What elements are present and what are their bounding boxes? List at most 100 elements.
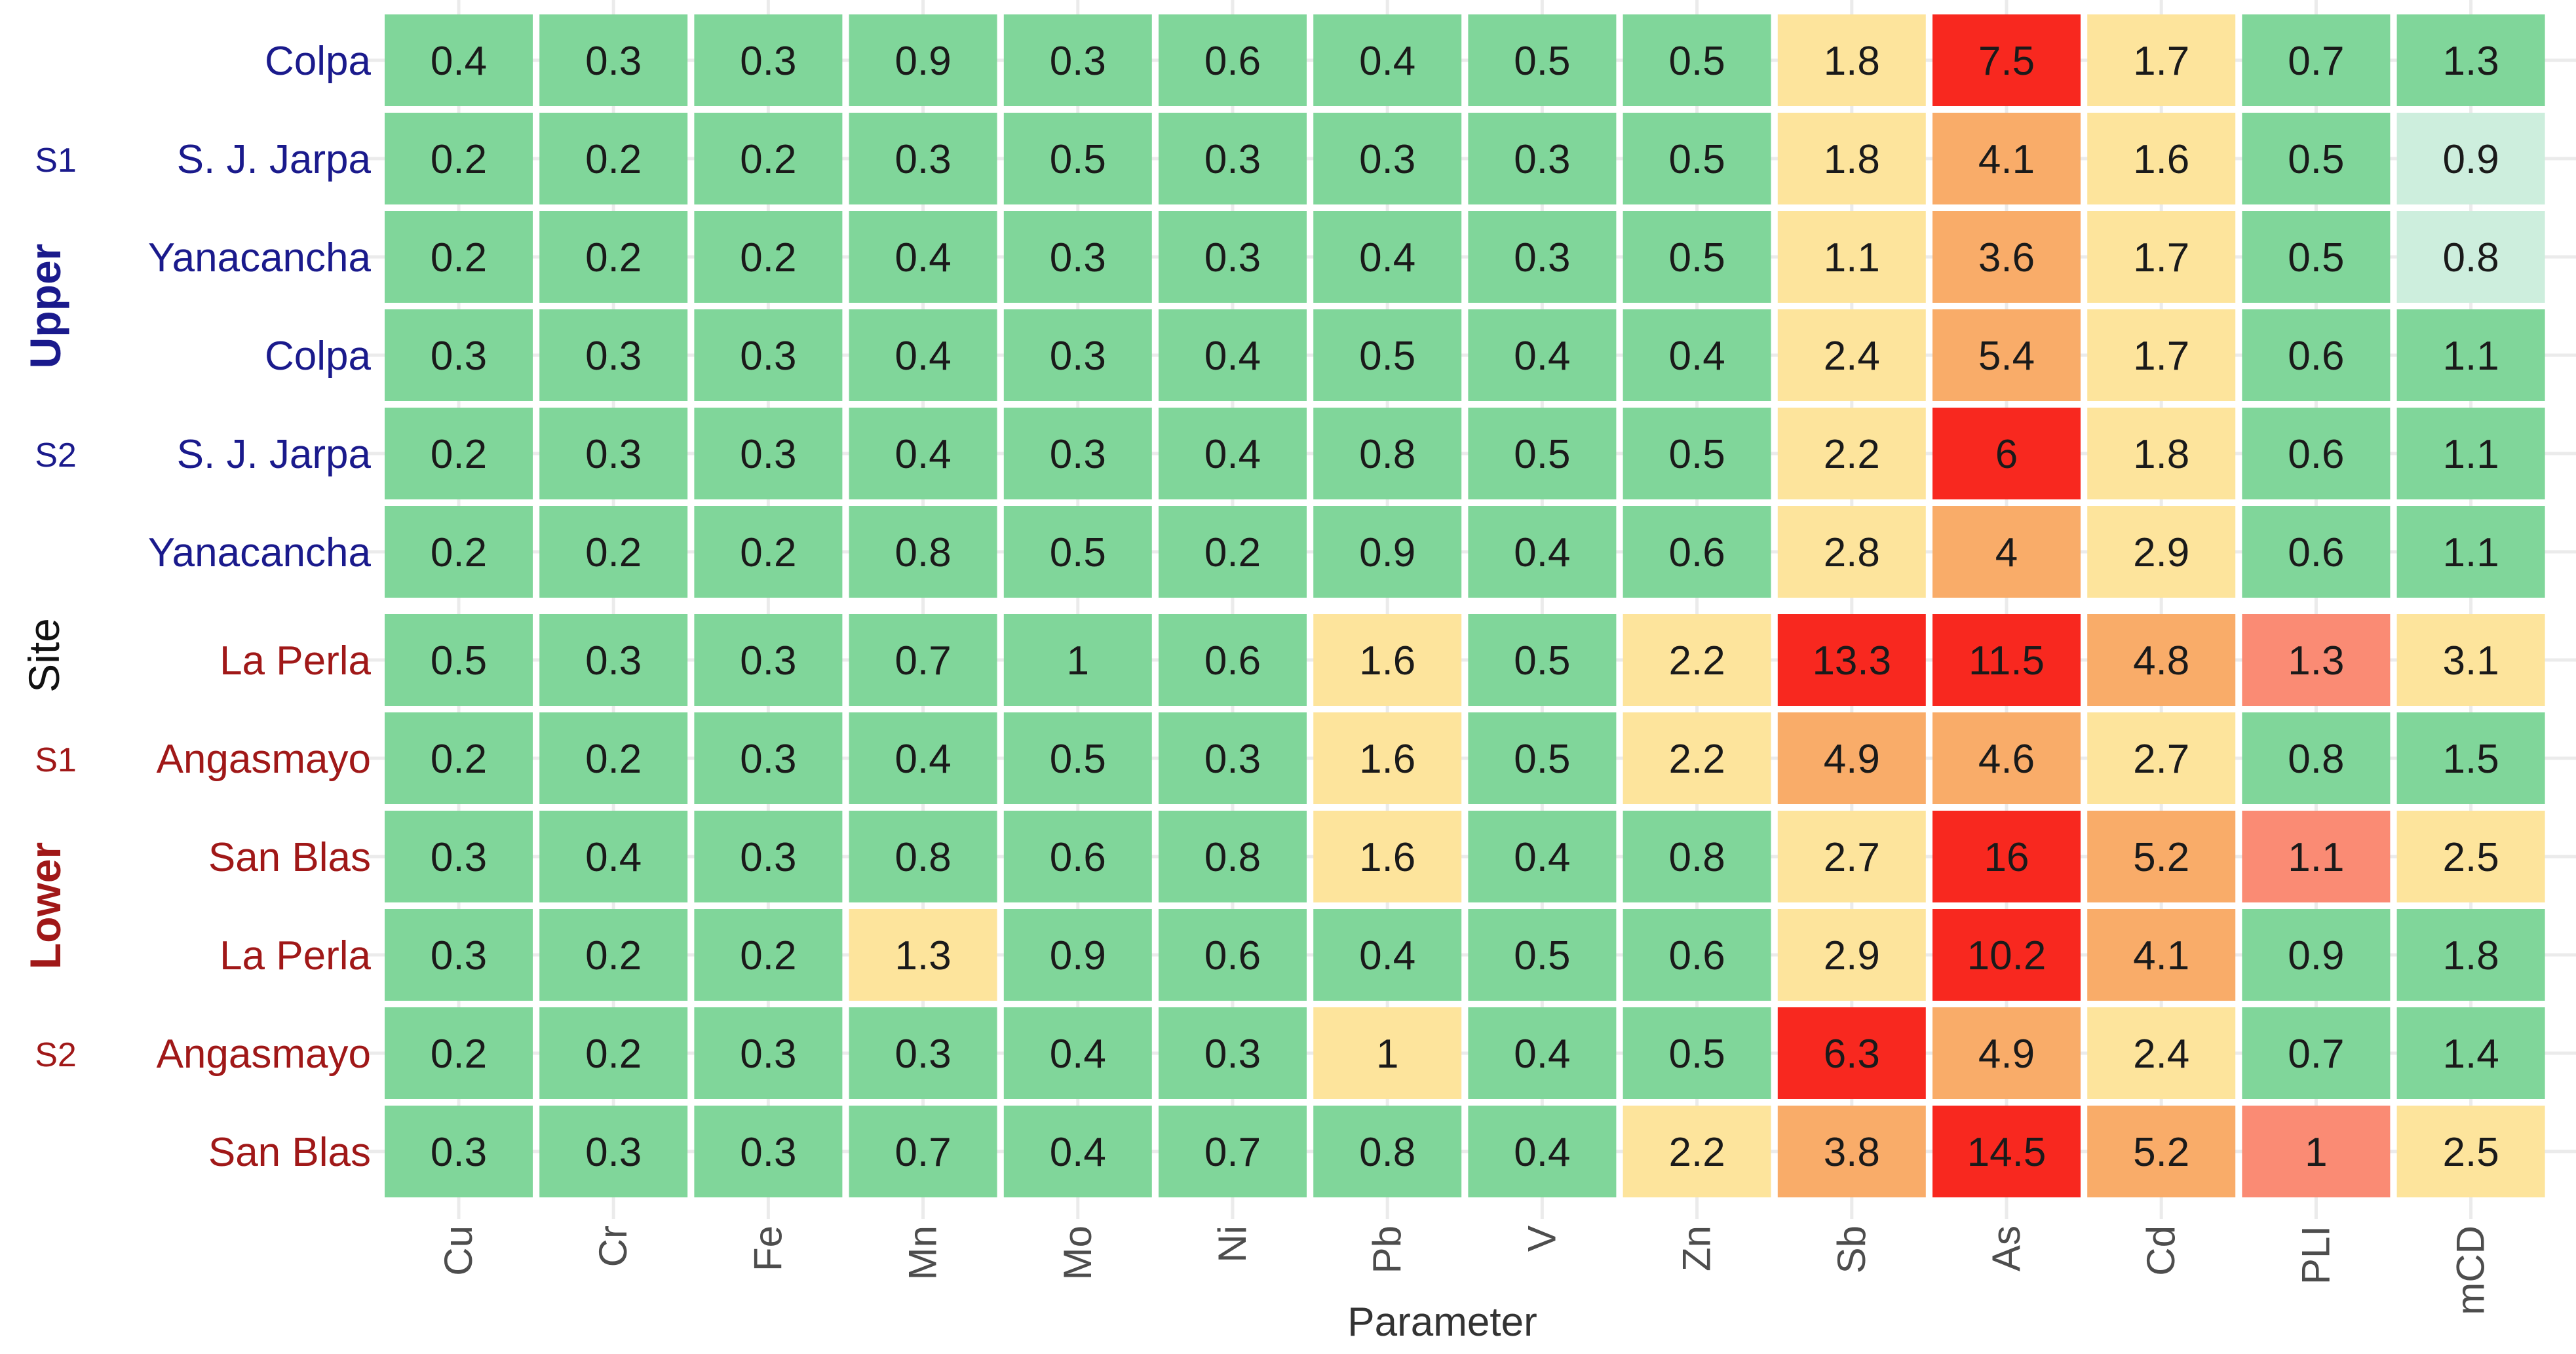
heatmap-cell [1623, 811, 1771, 902]
cell-value-label: 0.3 [431, 933, 487, 978]
heatmap-cell [2396, 1007, 2545, 1099]
heatmap-cell [1468, 909, 1617, 1001]
heatmap-cell [2087, 309, 2236, 401]
cell-value-label: 11.5 [1969, 638, 2045, 684]
heatmap-cell [1003, 309, 1152, 401]
heatmap-cell [1777, 113, 1926, 204]
heatmap-cell [2242, 211, 2391, 303]
cell-value-label: 0.5 [1514, 933, 1570, 978]
site-label: La Perla [220, 933, 371, 978]
heatmap-cell [2087, 211, 2236, 303]
heatmap-cell [1159, 408, 1307, 499]
site-label: San Blas [208, 835, 371, 880]
cell-value-label: 2.9 [1824, 933, 1880, 978]
cell-value-label: 0.5 [2288, 235, 2344, 280]
cell-value-label: 0.4 [894, 334, 951, 379]
heatmap-cell [539, 14, 688, 106]
heatmap-cell [539, 909, 688, 1001]
heatmap-cell [539, 211, 688, 303]
cell-value-label: 0.6 [1668, 530, 1725, 575]
cell-value-label: 0.2 [431, 737, 487, 782]
heatmap-cell [1313, 14, 1462, 106]
cell-value-label: 10.2 [1967, 933, 2047, 978]
heatmap-cell [1468, 811, 1617, 902]
heatmap-cell [694, 614, 843, 706]
heatmap-cell [1468, 14, 1617, 106]
site-label: Angasmayo [157, 1032, 371, 1077]
heatmap-cell [2087, 113, 2236, 204]
cell-value-label: 0.3 [431, 334, 487, 379]
heatmap-cell [2242, 1106, 2391, 1197]
cell-value-label: 0.2 [740, 530, 796, 575]
cell-value-label: 0.3 [585, 432, 642, 477]
heatmap-cell [849, 309, 997, 401]
cell-value-label: 0.4 [894, 235, 951, 280]
cell-value-label: 0.5 [1050, 530, 1106, 575]
heatmap-cell [1777, 506, 1926, 598]
heatmap-cell [2242, 712, 2391, 804]
cell-value-label: 0.5 [1668, 1032, 1725, 1077]
heatmap-cell [2396, 506, 2545, 598]
heatmap-cell [1777, 614, 1926, 706]
heatmap-cell [1777, 14, 1926, 106]
cell-value-label: 0.2 [585, 933, 642, 978]
cell-value-label: 0.3 [740, 835, 796, 880]
subgroup-label: S1 [35, 741, 77, 779]
group-label: Upper [21, 244, 69, 369]
heatmap-cell [539, 506, 688, 598]
cell-value-label: 0.5 [1668, 235, 1725, 280]
site-label: La Perla [220, 638, 371, 684]
cell-value-label: 0.3 [1514, 235, 1570, 280]
y-axis-title: Site [20, 618, 68, 693]
heatmap-cell [1932, 211, 2081, 303]
heatmap-cell [1159, 909, 1307, 1001]
cell-value-label: 0.3 [1204, 235, 1261, 280]
parameter-tick-label: Pb [1365, 1226, 1409, 1273]
cell-value-label: 3.1 [2442, 638, 2499, 684]
row-labels: Colpa S. J. Jarpa Yanacancha Colpa S. J. Jar… [148, 39, 372, 1175]
cell-value-label: 0.2 [431, 432, 487, 477]
cell-value-label: 4.1 [1978, 137, 2035, 182]
heatmap-cell [2087, 506, 2236, 598]
heatmap-cell [1003, 811, 1152, 902]
cell-value-label: 1.6 [1359, 737, 1415, 782]
heatmap-cell [849, 113, 997, 204]
cell-value-label: 1.1 [1824, 235, 1880, 280]
cell-value-label: 0.8 [894, 835, 951, 880]
cell-value-label: 0.3 [431, 835, 487, 880]
cell-value-label: 1.8 [2133, 432, 2189, 477]
cell-value-label: 0.9 [2442, 137, 2499, 182]
cell-value-label: 0.4 [1514, 1032, 1570, 1077]
heatmap-cell [1777, 811, 1926, 902]
heatmap-cell [1777, 408, 1926, 499]
cell-value-label: 2.7 [1824, 835, 1880, 880]
heatmap-cell [1313, 909, 1462, 1001]
cell-value-label: 14.5 [1967, 1130, 2047, 1175]
heatmap-cell [1003, 211, 1152, 303]
cell-value-label: 0.6 [2288, 432, 2344, 477]
cell-value-label: 0.5 [1514, 638, 1570, 684]
heatmap-cell [1932, 811, 2081, 902]
cell-value-label: 0.6 [1204, 638, 1261, 684]
cell-value-label: 16 [1984, 835, 2029, 880]
cell-value-label: 0.2 [431, 235, 487, 280]
heatmap-cell [1159, 712, 1307, 804]
cell-value-label: 1.6 [1359, 835, 1415, 880]
cell-value-label: 0.7 [2288, 39, 2344, 84]
cell-value-label: 5.2 [2133, 835, 2189, 880]
cell-value-label: 0.8 [1668, 835, 1725, 880]
heatmap-cell [1468, 614, 1617, 706]
cell-value-label: 0.5 [1668, 39, 1725, 84]
heatmap-cell [694, 1106, 843, 1197]
heatmap-cell [385, 614, 533, 706]
heatmap-cell [2396, 113, 2545, 204]
cell-value-label: 0.4 [894, 737, 951, 782]
heatmap-cell [1777, 909, 1926, 1001]
heatmap-cell [2087, 712, 2236, 804]
heatmap-cell [1468, 712, 1617, 804]
heatmap-cell [1313, 113, 1462, 204]
cell-value-label: 1.1 [2442, 334, 2499, 379]
cell-value-label: 0.4 [1050, 1130, 1106, 1175]
heatmap-cell [2087, 408, 2236, 499]
heatmap-cell [385, 712, 533, 804]
